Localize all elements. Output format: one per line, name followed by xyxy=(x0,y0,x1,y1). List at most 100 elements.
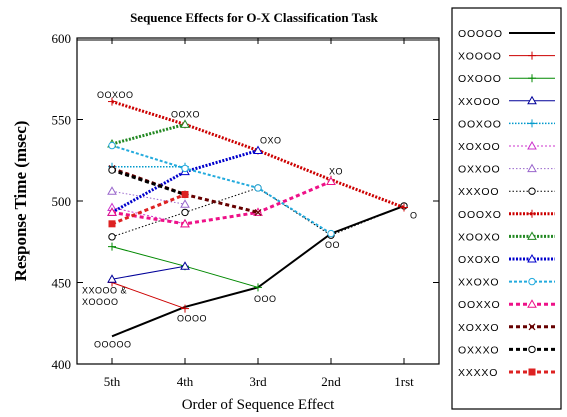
series-line-oxoxo xyxy=(111,149,259,214)
series-line-ooxxo xyxy=(111,180,332,226)
data-point-xxoxo xyxy=(327,229,335,238)
legend-item-xoxxo: XOXXO xyxy=(458,322,555,334)
legend-label: OOXXO xyxy=(458,299,501,311)
legend-label: OOOOO xyxy=(458,28,503,40)
data-point-oxooo xyxy=(254,283,262,292)
data-point-oxoxo xyxy=(253,145,263,154)
legend-marker xyxy=(528,119,536,128)
legend-item-xxoxo: XXOXO xyxy=(458,277,555,289)
series-xooxo xyxy=(107,119,190,148)
legend-item-oxxxo: OXXXO xyxy=(458,344,555,356)
series-line-xxxoo xyxy=(111,187,405,238)
legend-item-xxxxo: XXXXO xyxy=(458,367,555,379)
legend-marker xyxy=(527,253,537,263)
legend-label: OOXOO xyxy=(458,118,502,130)
x-tick-label: 4th xyxy=(177,374,194,389)
series-oxxoo xyxy=(107,186,190,208)
data-point-xxooo xyxy=(180,261,190,270)
x-tick-label: 3rd xyxy=(249,374,267,389)
legend-item-ooooo: OOOOO xyxy=(458,28,555,40)
data-point-xxxxo xyxy=(108,220,116,228)
annotation-label: XOOOO xyxy=(82,297,119,307)
annotation-label: OOOO xyxy=(177,313,207,323)
x-axis-label: Order of Sequence Effect xyxy=(182,397,335,413)
chart-title: Sequence Effects for O-X Classification … xyxy=(130,10,379,25)
legend-item-xoxoo: XOXOO xyxy=(458,140,555,153)
legend-marker xyxy=(527,140,537,150)
legend-marker xyxy=(527,299,537,308)
legend-item-xxxoo: XXXOO xyxy=(458,186,555,198)
data-point-ooxxo xyxy=(180,218,190,228)
legend-marker xyxy=(528,323,536,331)
annotation-label: OXO xyxy=(260,136,282,146)
legend-box xyxy=(451,7,562,410)
data-point-oooxo xyxy=(108,97,116,106)
legend-marker xyxy=(527,163,537,173)
data-point-oxooo xyxy=(108,242,116,251)
data-point-xooxo xyxy=(180,119,190,128)
data-point-oxxxo xyxy=(108,166,116,174)
data-point-xoooo xyxy=(181,304,189,313)
legend-marker xyxy=(528,345,536,354)
data-point-xxxxo xyxy=(181,190,189,198)
legend-marker xyxy=(528,187,536,195)
legend-label: OXXOO xyxy=(458,164,501,176)
legend-label: XXXOO xyxy=(458,186,499,198)
y-tick-label: 450 xyxy=(52,276,72,291)
annotation-label: OOXOO xyxy=(97,90,134,100)
series-xxxxo xyxy=(108,190,189,228)
annotation-label: O xyxy=(410,211,418,221)
series-line-xxooo xyxy=(111,265,186,280)
annotation-label: XO xyxy=(329,167,343,177)
x-tick-label: 5th xyxy=(104,374,121,389)
data-point-oxxoo xyxy=(107,186,117,195)
annotation-label: OOOOO xyxy=(94,339,132,349)
data-point-ooxxo xyxy=(326,176,336,185)
series-line-xooxo xyxy=(111,122,186,146)
legend-label: OOOXO xyxy=(458,209,502,221)
data-point-oooxo xyxy=(400,203,408,212)
series-oooxo xyxy=(108,97,408,212)
legend-marker xyxy=(527,231,537,240)
legend-label: XXOXO xyxy=(458,277,499,289)
series-line-xoooo xyxy=(111,282,186,310)
legend-marker xyxy=(528,51,536,60)
legend-item-oxooo: OXOOO xyxy=(458,73,555,85)
series-line-oxxoo xyxy=(111,190,186,205)
legend-item-xxooo: XXOOO xyxy=(458,95,555,108)
legend: OOOOO XOOOO OXOOO XXOOO OOXOO XOXOO OXXOO XXXOO… xyxy=(458,28,555,379)
x-axis: 5th 4th 3rd 2nd 1rst xyxy=(104,38,414,389)
series-line-xxxxo xyxy=(111,193,186,226)
legend-label: OXOXO xyxy=(458,254,501,266)
data-point-xoxxo xyxy=(254,208,262,216)
data-point-xxxoo xyxy=(181,208,189,217)
data-point-xxxoo xyxy=(108,233,116,241)
y-axis-label: Response Time (msec) xyxy=(11,121,30,282)
legend-item-xoooo: XOOOO xyxy=(458,51,555,63)
annotation-label: OO xyxy=(325,240,340,250)
legend-marker xyxy=(528,74,536,83)
x-tick-label: 2nd xyxy=(321,374,341,389)
legend-label: XOOXO xyxy=(458,231,501,243)
annotation-label: OOXO xyxy=(171,110,200,120)
legend-label: OXXXO xyxy=(458,344,499,356)
plot-area xyxy=(107,97,408,338)
legend-label: XXXXO xyxy=(458,367,498,379)
series-line-xoxoo xyxy=(111,207,186,225)
data-point-xxoxo xyxy=(108,141,116,150)
data-point-xxoxo xyxy=(181,164,189,173)
legend-marker xyxy=(528,368,536,376)
legend-item-oooxo: OOOXO xyxy=(458,209,555,221)
y-tick-label: 500 xyxy=(52,194,72,209)
legend-marker xyxy=(528,209,536,218)
data-point-ooxxo xyxy=(107,207,117,216)
legend-item-oxoxo: OXOXO xyxy=(458,253,555,266)
x-tick-label: 1rst xyxy=(394,374,414,389)
annotation-label: XXOOO & xyxy=(82,286,127,296)
legend-marker xyxy=(527,95,537,105)
series-xxooo xyxy=(107,261,190,283)
legend-label: XOOOO xyxy=(458,51,502,63)
legend-label: XOXXO xyxy=(458,322,499,334)
